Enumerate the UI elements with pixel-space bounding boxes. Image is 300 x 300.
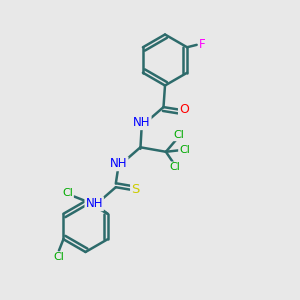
Text: S: S [131,183,140,196]
Text: NH: NH [133,116,151,129]
Text: NH: NH [110,157,128,170]
Text: Cl: Cl [179,145,190,155]
Text: O: O [179,103,189,116]
Text: Cl: Cl [169,162,180,172]
Text: Cl: Cl [173,130,184,140]
Text: F: F [200,38,206,51]
Text: Cl: Cl [62,188,73,199]
Text: Cl: Cl [53,252,64,262]
Text: NH: NH [85,197,103,210]
